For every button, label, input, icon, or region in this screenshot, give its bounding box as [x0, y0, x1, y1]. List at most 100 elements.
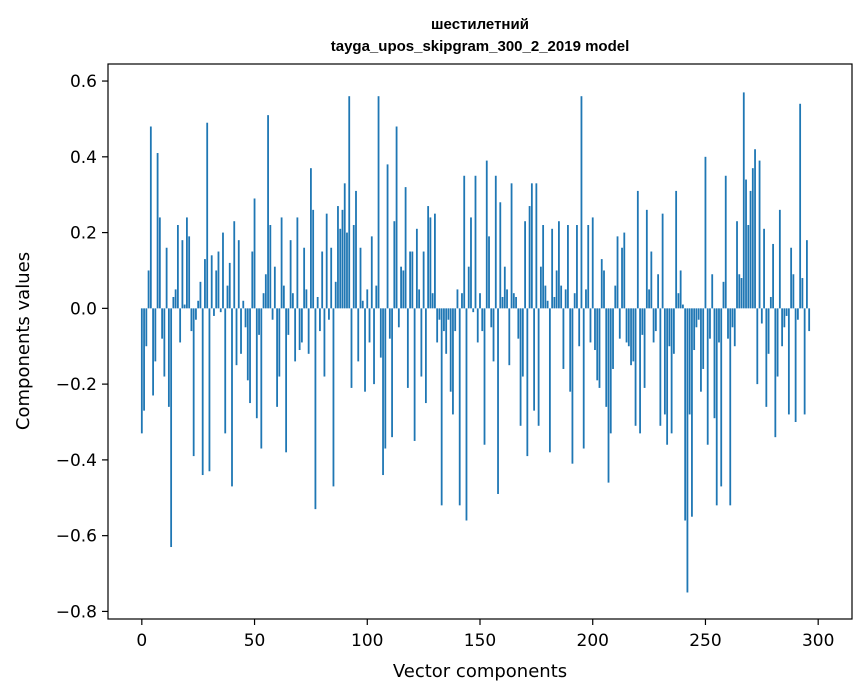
bar	[303, 247, 306, 309]
bar	[729, 308, 732, 506]
bar	[339, 228, 342, 309]
bar	[643, 308, 646, 388]
bar	[560, 285, 563, 309]
bar	[393, 221, 396, 309]
bar	[501, 296, 504, 309]
bar	[397, 308, 400, 328]
bar	[165, 247, 168, 309]
bar	[456, 289, 459, 309]
bar	[251, 251, 254, 309]
bar	[623, 232, 626, 309]
bar	[467, 266, 470, 309]
bar	[605, 308, 608, 407]
bar	[470, 217, 472, 309]
bar	[524, 221, 526, 309]
bar	[691, 308, 693, 517]
bar	[386, 164, 389, 309]
bar	[147, 270, 150, 309]
bar	[569, 308, 572, 392]
bar	[767, 308, 770, 354]
bar	[431, 293, 434, 309]
bar	[785, 308, 788, 316]
bar	[217, 251, 220, 309]
bar	[413, 308, 416, 441]
bar	[233, 221, 236, 309]
bar	[688, 308, 691, 415]
bar	[402, 270, 405, 309]
x-axis-ticks: 0 50 100 150 200 250 300	[136, 619, 834, 651]
bar	[176, 225, 179, 309]
bar	[219, 308, 222, 313]
bar	[580, 96, 583, 309]
bar	[494, 175, 497, 309]
bar	[361, 300, 364, 309]
bar	[551, 228, 554, 309]
bar	[548, 308, 551, 453]
bar	[149, 126, 152, 309]
bar	[226, 285, 229, 309]
chart-subtitle: tayga_upos_skipgram_300_2_2019 model	[331, 38, 630, 55]
bar	[700, 308, 702, 392]
bar	[589, 308, 592, 343]
y-tick-label: −0.4	[56, 451, 97, 471]
bar	[558, 221, 560, 309]
bar	[492, 308, 495, 362]
bar	[429, 217, 432, 309]
bar	[154, 308, 157, 362]
bar	[672, 308, 675, 354]
chart-title: шестилетний	[431, 16, 529, 33]
y-tick-label: 0.2	[70, 224, 97, 244]
bar	[355, 190, 357, 309]
bar	[276, 308, 278, 407]
bar	[526, 308, 529, 457]
bar	[754, 149, 756, 309]
bar	[796, 308, 799, 320]
bar	[334, 281, 337, 309]
bar	[174, 289, 177, 309]
bar	[718, 308, 720, 343]
bar	[756, 308, 759, 385]
bar	[395, 126, 398, 309]
bar	[167, 308, 170, 407]
bar	[675, 190, 678, 309]
bar	[337, 206, 339, 309]
bar	[747, 225, 750, 309]
bar	[350, 308, 353, 388]
bar	[632, 308, 635, 362]
bar	[515, 296, 517, 309]
bar	[282, 285, 285, 309]
bar	[158, 217, 161, 309]
bar	[722, 281, 725, 309]
bar	[564, 289, 567, 309]
bar	[208, 308, 211, 472]
bar	[627, 308, 630, 347]
bar	[341, 209, 344, 309]
bar	[201, 308, 204, 476]
bar	[269, 225, 272, 309]
bar	[346, 232, 348, 309]
bar	[533, 308, 536, 411]
bar	[650, 251, 653, 309]
bar	[379, 308, 382, 358]
bar	[783, 308, 786, 328]
bar	[258, 308, 260, 335]
bar	[679, 270, 682, 309]
bar	[323, 308, 326, 377]
plot-frame	[107, 63, 853, 620]
bar	[300, 308, 303, 343]
bar	[348, 96, 351, 309]
bar	[447, 308, 450, 320]
bar	[163, 308, 166, 377]
bar	[195, 308, 197, 320]
bar	[598, 308, 601, 388]
bar	[343, 183, 346, 309]
x-tick-label: 50	[244, 631, 266, 651]
bar	[332, 308, 335, 487]
bar	[803, 308, 806, 415]
bar	[192, 308, 195, 457]
bar	[607, 308, 610, 483]
bar	[161, 308, 164, 339]
bar	[388, 308, 391, 339]
x-tick-label: 0	[136, 631, 147, 651]
